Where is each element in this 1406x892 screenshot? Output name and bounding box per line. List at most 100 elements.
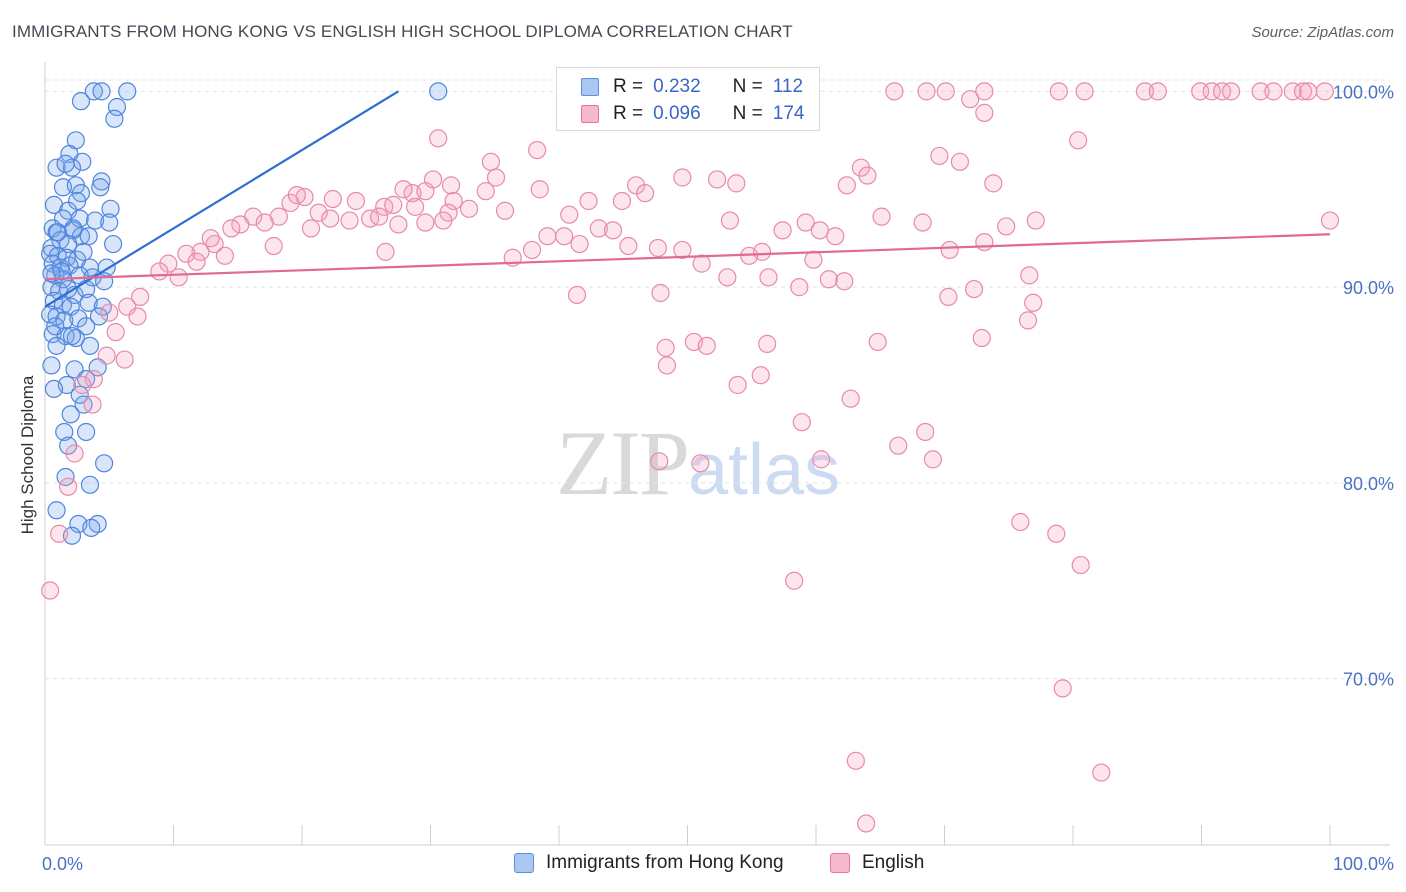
- data-point-hong-kong: [65, 360, 84, 379]
- legend-n-value-hong-kong: 112: [772, 76, 804, 97]
- data-point-english: [384, 195, 403, 214]
- data-point-english: [567, 285, 587, 305]
- data-point-hong-kong: [47, 336, 66, 355]
- data-point-english: [936, 82, 955, 101]
- data-point-english: [1075, 82, 1094, 101]
- data-point-english: [1053, 679, 1072, 698]
- data-point-english: [405, 197, 425, 216]
- data-point-english: [984, 174, 1003, 193]
- data-point-english: [930, 146, 949, 166]
- data-point-english: [913, 213, 932, 232]
- data-point-hong-kong: [42, 264, 61, 283]
- data-point-english: [1202, 82, 1221, 101]
- data-point-english: [1315, 82, 1334, 101]
- data-point-english: [481, 152, 500, 171]
- data-point-english: [939, 287, 958, 306]
- data-point-english: [707, 170, 727, 189]
- data-point-english: [819, 270, 838, 289]
- data-point-english: [691, 454, 710, 473]
- data-point-english: [301, 219, 321, 238]
- data-point-english: [187, 252, 206, 271]
- data-point-hong-kong: [62, 326, 82, 346]
- data-point-english: [115, 350, 134, 369]
- y-tick-label: 90.0%: [1343, 278, 1394, 298]
- data-point-english: [619, 236, 638, 256]
- data-point-english: [231, 215, 250, 234]
- data-point-hong-kong: [82, 518, 101, 537]
- data-point-english: [1135, 82, 1155, 101]
- data-point-english: [476, 182, 495, 201]
- data-point-english: [1264, 82, 1283, 101]
- legend-item-hong-kong[interactable]: Immigrants from Hong Kong: [514, 852, 784, 874]
- data-point-english: [885, 82, 904, 101]
- data-point-english: [394, 180, 413, 199]
- data-point-english: [846, 751, 865, 770]
- legend-swatch-english: [581, 105, 599, 123]
- data-point-english: [1026, 211, 1045, 230]
- data-point-english: [648, 238, 668, 258]
- data-point-english: [346, 191, 366, 211]
- data-point-hong-kong: [84, 82, 103, 101]
- data-point-english: [1221, 82, 1241, 101]
- data-point-english: [495, 201, 515, 220]
- data-point-english: [692, 254, 711, 273]
- data-point-hong-kong: [47, 158, 66, 177]
- data-point-hong-kong: [86, 211, 105, 230]
- legend-row-hong-kong: R = 0.232 N = 112: [581, 74, 803, 100]
- data-point-english: [528, 140, 547, 160]
- legend-swatch-english: [830, 853, 850, 873]
- data-point-english: [97, 346, 116, 365]
- data-point-hong-kong: [69, 309, 88, 328]
- x-tick-label: 0.0%: [42, 854, 83, 874]
- data-point-english: [486, 168, 506, 187]
- data-point-hong-kong: [92, 82, 111, 101]
- data-point-hong-kong: [89, 307, 109, 326]
- data-point-english: [169, 268, 188, 287]
- data-point-english: [1024, 293, 1043, 312]
- data-point-english: [964, 279, 984, 299]
- data-point-english: [759, 268, 778, 287]
- data-point-english: [321, 209, 340, 228]
- data-point-english: [100, 303, 119, 322]
- data-point-english: [191, 242, 210, 261]
- trendline-hong-kong: [44, 90, 399, 308]
- data-point-hong-kong: [105, 109, 124, 128]
- data-point-english: [796, 213, 815, 232]
- data-point-english: [65, 444, 84, 463]
- legend-n-label: N =: [732, 76, 763, 97]
- data-point-english: [751, 366, 770, 385]
- data-point-english: [1018, 311, 1038, 330]
- legend-r-label: R =: [613, 76, 644, 97]
- data-point-english: [697, 336, 716, 355]
- data-point-hong-kong: [77, 422, 96, 442]
- data-point-hong-kong: [429, 82, 448, 101]
- legend-item-english[interactable]: English: [830, 852, 924, 874]
- series-legend: Immigrants from Hong Kong English: [0, 852, 1406, 878]
- legend-r-label: R =: [613, 103, 644, 124]
- y-tick-label: 100.0%: [1333, 82, 1394, 102]
- legend-r-value-english: 0.096: [653, 103, 701, 124]
- data-point-english: [997, 217, 1016, 236]
- legend-r-value-hong-kong: 0.232: [653, 76, 701, 97]
- stats-legend: R = 0.232 N = 112 R = 0.096 N = 174: [556, 67, 820, 131]
- data-point-english: [222, 219, 241, 238]
- data-point-english: [758, 334, 777, 353]
- data-point-hong-kong: [79, 293, 98, 312]
- legend-label-hong-kong: Immigrants from Hong Kong: [546, 852, 784, 873]
- data-point-english: [727, 174, 746, 193]
- data-point-english: [728, 375, 747, 395]
- data-point-english: [790, 278, 809, 297]
- legend-label-english: English: [862, 852, 925, 873]
- data-point-english: [916, 422, 935, 442]
- data-point-english: [429, 129, 448, 148]
- data-point-english: [555, 227, 574, 246]
- data-point-english: [673, 168, 692, 187]
- data-point-hong-kong: [55, 422, 74, 442]
- data-point-english: [868, 332, 887, 352]
- data-point-english: [650, 452, 669, 471]
- data-point-english: [792, 413, 811, 432]
- data-point-hong-kong: [56, 154, 75, 173]
- data-point-english: [1299, 82, 1318, 101]
- data-point-hong-kong: [80, 475, 100, 494]
- data-point-hong-kong: [91, 178, 110, 197]
